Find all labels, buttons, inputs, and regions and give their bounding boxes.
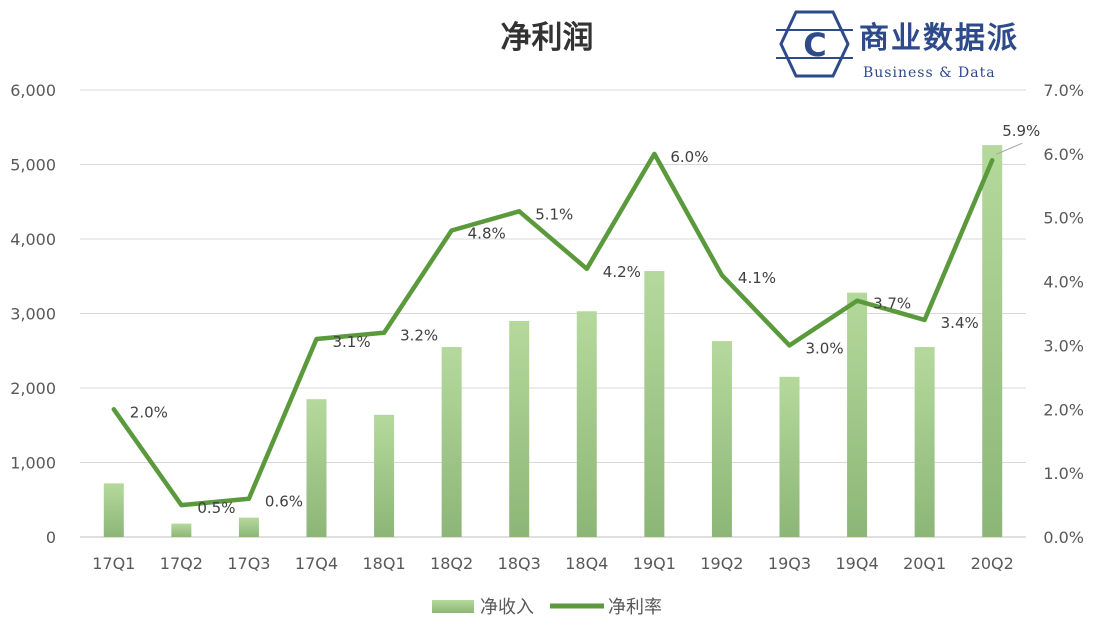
bar bbox=[238, 517, 259, 537]
legend-bar-swatch bbox=[432, 600, 474, 613]
x-tick-label: 19Q3 bbox=[768, 554, 811, 573]
line-data-label: 0.6% bbox=[265, 493, 303, 511]
logo-name-en: Business & Data bbox=[863, 65, 996, 81]
y-right-tick-label: 7.0% bbox=[1043, 81, 1084, 100]
bar bbox=[576, 311, 597, 537]
y-left-tick-label: 1,000 bbox=[10, 454, 56, 473]
bar bbox=[306, 399, 327, 537]
y-left-tick-label: 6,000 bbox=[10, 81, 56, 100]
x-tick-label: 18Q3 bbox=[498, 554, 541, 573]
x-axis: 17Q1 17Q2 17Q3 17Q4 18Q1 18Q2 18Q3 18Q4 19Q1 19Q2… bbox=[92, 554, 1014, 573]
line-data-label: 3.4% bbox=[941, 314, 979, 332]
y-right-tick-label: 0.0% bbox=[1043, 528, 1084, 547]
x-tick-label: 17Q1 bbox=[92, 554, 135, 573]
line-data-label: 3.1% bbox=[333, 333, 371, 351]
line-path bbox=[111, 151, 995, 508]
bar bbox=[374, 414, 395, 537]
x-tick-label: 19Q2 bbox=[700, 554, 743, 573]
line-data-label: 3.0% bbox=[806, 339, 844, 357]
line-data-label: 5.1% bbox=[535, 205, 573, 223]
chart-title: 净利润 bbox=[501, 20, 594, 56]
x-tick-label: 17Q4 bbox=[295, 554, 338, 573]
bar bbox=[171, 523, 192, 537]
legend-label-line: 净利率 bbox=[608, 597, 662, 618]
x-tick-label: 19Q4 bbox=[836, 554, 879, 573]
line-data-label: 4.1% bbox=[738, 269, 776, 287]
y-right-tick-label: 1.0% bbox=[1043, 464, 1084, 483]
logo-letter: C bbox=[803, 26, 826, 64]
x-tick-label: 17Q3 bbox=[227, 554, 270, 573]
y-left-tick-label: 4,000 bbox=[10, 230, 56, 249]
x-tick-label: 18Q2 bbox=[430, 554, 473, 573]
line-series bbox=[111, 151, 995, 508]
logo-name-cn: 商业数据派 bbox=[859, 21, 1019, 56]
legend: 净收入 净利率 bbox=[432, 597, 662, 618]
y-left-axis: 0 1,000 2,000 3,000 4,000 5,000 6,000 bbox=[10, 81, 56, 547]
bar bbox=[509, 320, 530, 537]
logo-c-icon: C bbox=[776, 10, 853, 78]
y-left-tick-label: 5,000 bbox=[10, 156, 56, 175]
line-data-label: 4.2% bbox=[603, 263, 641, 281]
y-right-tick-label: 5.0% bbox=[1043, 209, 1084, 228]
y-left-tick-label: 0 bbox=[46, 528, 56, 547]
brand-logo: C 商业数据派 Business & Data bbox=[776, 10, 1019, 81]
line-data-label: 5.9% bbox=[1002, 122, 1040, 140]
line-data-label: 3.2% bbox=[400, 327, 438, 345]
line-data-labels: 2.0% 0.5% 0.6% 3.1% 3.2% 4.8% 5.1% 4.2% 6.0% 4.1%… bbox=[130, 122, 1041, 517]
y-left-tick-label: 3,000 bbox=[10, 305, 56, 324]
x-tick-label: 18Q4 bbox=[565, 554, 608, 573]
bar bbox=[779, 376, 800, 537]
line-data-label: 2.0% bbox=[130, 403, 168, 421]
line-data-label: 6.0% bbox=[670, 148, 708, 166]
y-right-tick-label: 4.0% bbox=[1043, 273, 1084, 292]
bar bbox=[103, 483, 124, 537]
line-data-label: 4.8% bbox=[468, 224, 506, 242]
y-right-tick-label: 2.0% bbox=[1043, 400, 1084, 419]
x-tick-label: 20Q1 bbox=[903, 554, 946, 573]
y-left-tick-label: 2,000 bbox=[10, 379, 56, 398]
bar bbox=[644, 271, 665, 537]
line-data-label: 0.5% bbox=[197, 499, 235, 517]
y-right-tick-label: 3.0% bbox=[1043, 336, 1084, 355]
legend-label-bar: 净收入 bbox=[480, 597, 534, 618]
bar-series bbox=[103, 145, 1003, 537]
x-tick-label: 20Q2 bbox=[971, 554, 1014, 573]
x-tick-label: 17Q2 bbox=[160, 554, 203, 573]
x-tick-label: 18Q1 bbox=[363, 554, 406, 573]
line-data-label: 3.7% bbox=[873, 295, 911, 313]
y-right-tick-label: 6.0% bbox=[1043, 145, 1084, 164]
gridlines bbox=[80, 89, 1026, 538]
bar bbox=[847, 292, 868, 537]
bar bbox=[441, 347, 462, 537]
bar bbox=[914, 347, 935, 537]
y-right-axis: 0.0% 1.0% 2.0% 3.0% 4.0% 5.0% 6.0% 7.0% bbox=[1043, 81, 1084, 547]
leader-line bbox=[996, 142, 1023, 155]
x-tick-label: 19Q1 bbox=[633, 554, 676, 573]
bar bbox=[711, 341, 732, 537]
bar bbox=[982, 145, 1003, 537]
